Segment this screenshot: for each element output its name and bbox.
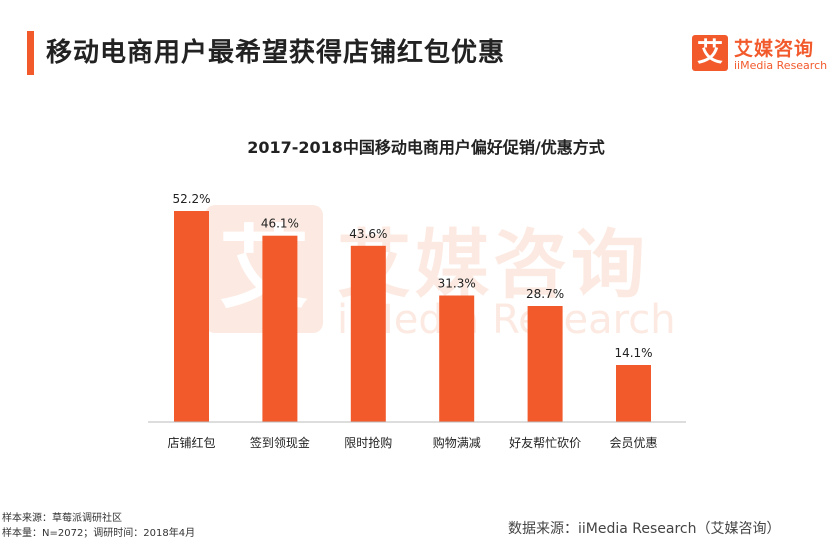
page-title: 移动电商用户最希望获得店铺红包优惠: [46, 38, 506, 68]
chart-title: 2017-2018中国移动电商用户偏好促销/优惠方式: [247, 138, 605, 157]
bar: [527, 306, 563, 422]
bar-value-label: 46.1%: [261, 217, 299, 231]
sample-source: 样本来源：草莓派调研社区: [2, 513, 122, 524]
bar-value-label: 31.3%: [438, 277, 476, 291]
category-label: 限时抢购: [344, 435, 392, 450]
category-label: 签到领现金: [250, 435, 310, 450]
bar-value-label: 28.7%: [526, 287, 564, 301]
bar: [439, 295, 475, 422]
brand-logo: 艾 艾媒咨询 iiMedia Research: [692, 35, 832, 77]
category-label: 好友帮忙砍价: [509, 435, 581, 450]
category-label: 购物满减: [433, 435, 481, 450]
bar: [262, 235, 298, 422]
category-label: 店铺红包: [167, 435, 215, 450]
bar: [350, 245, 386, 422]
data-source: 数据来源：iiMedia Research（艾媒咨询）: [508, 521, 781, 537]
sample-size: 样本量：N=2072；调研时间：2018年4月: [2, 528, 196, 539]
title-accent-bar: [27, 31, 34, 75]
logo-name-en: iiMedia Research: [734, 59, 828, 72]
bar: [616, 365, 651, 422]
bar-group: [174, 211, 651, 422]
sample-info: 样本来源：草莓派调研社区 样本量：N=2072；调研时间：2018年4月: [2, 511, 195, 541]
category-label: 会员优惠: [609, 436, 657, 450]
bar: [174, 211, 209, 422]
logo-mark-icon: 艾: [692, 35, 728, 71]
logo-name-cn: 艾媒咨询: [734, 38, 815, 60]
label-group: 52.2% 店铺红包 46.1% 签到领现金 43.6% 限时抢购 31.3% 购物满减 28.…: [167, 192, 657, 450]
bar-value-label: 14.1%: [614, 346, 652, 360]
bar-value-label: 43.6%: [349, 227, 387, 241]
bar-value-label: 52.2%: [172, 192, 210, 206]
